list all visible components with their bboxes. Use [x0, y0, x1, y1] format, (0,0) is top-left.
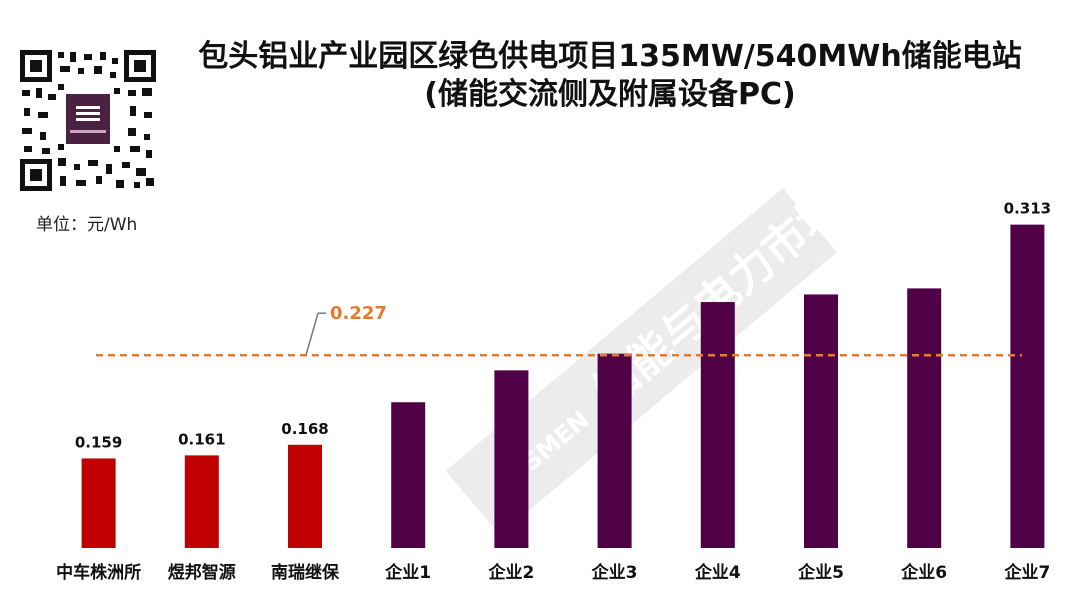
bar-5: [494, 370, 529, 548]
category-label-1: 中车株洲所: [56, 562, 141, 583]
bar-value-label-1: 0.159: [75, 433, 122, 451]
bar-value-label-2: 0.161: [178, 430, 225, 448]
bar-4: [391, 402, 426, 548]
category-label-7: 企业4: [694, 562, 741, 583]
average-line-group: 0.227: [96, 303, 1022, 357]
bar-10: [1010, 224, 1045, 549]
category-label-10: 企业7: [1003, 562, 1050, 583]
category-label-4: 企业1: [384, 562, 431, 583]
qr-code-icon: [18, 48, 158, 193]
category-label-6: 企业3: [591, 562, 638, 583]
bar-7: [700, 302, 735, 548]
category-label-2: 煜邦智源: [168, 562, 236, 583]
category-label-5: 企业2: [487, 562, 534, 583]
category-label-3: 南瑞继保: [271, 562, 340, 583]
unit-label: 单位：元/Wh: [36, 215, 138, 235]
bar-2: [184, 455, 219, 548]
average-line-label: 0.227: [330, 303, 387, 324]
bar-3: [288, 444, 322, 548]
bar-series: [81, 224, 1045, 549]
bar-6: [597, 353, 632, 548]
bar-value-label-3: 0.168: [281, 420, 328, 438]
average-label-leader: [305, 312, 319, 356]
bar-8: [804, 294, 838, 548]
value-label-group: 0.159 0.161 0.168 0.313: [75, 200, 1051, 452]
category-label-8: 企业5: [797, 562, 844, 583]
bar-value-label-10: 0.313: [1004, 200, 1051, 218]
chart-subtitle: (储能交流侧及附属设备PC): [424, 77, 796, 112]
bar-9: [907, 288, 942, 548]
category-label-group: 中车株洲所 煜邦智源 南瑞继保 企业1 企业2 企业3 企业4 企业5 企业6 企业7: [56, 562, 1050, 583]
chart-title: 包头铝业产业园区绿色供电项目135MW/540MWh储能电站: [198, 39, 1022, 74]
category-label-9: 企业6: [900, 562, 947, 583]
bar-1: [81, 458, 116, 548]
